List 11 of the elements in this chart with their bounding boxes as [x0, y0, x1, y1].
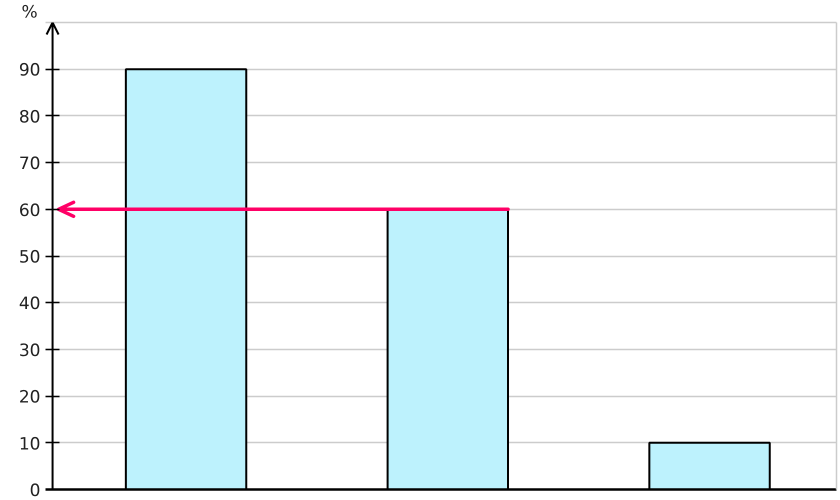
y-tick-label: 20 — [18, 388, 41, 408]
y-tick-label: 0 — [30, 481, 41, 500]
y-tick-label: 80 — [18, 107, 41, 128]
y-tick-label: 30 — [18, 340, 41, 361]
y-tick-label: 90 — [18, 60, 41, 81]
y-tick-label: 50 — [18, 248, 41, 268]
y-tick-label: 70 — [18, 154, 41, 174]
y-tick-label: 40 — [18, 294, 41, 314]
y-axis-title: % — [22, 2, 38, 22]
y-tick-label: 10 — [18, 434, 41, 454]
y-tick-label: 60 — [18, 200, 41, 221]
